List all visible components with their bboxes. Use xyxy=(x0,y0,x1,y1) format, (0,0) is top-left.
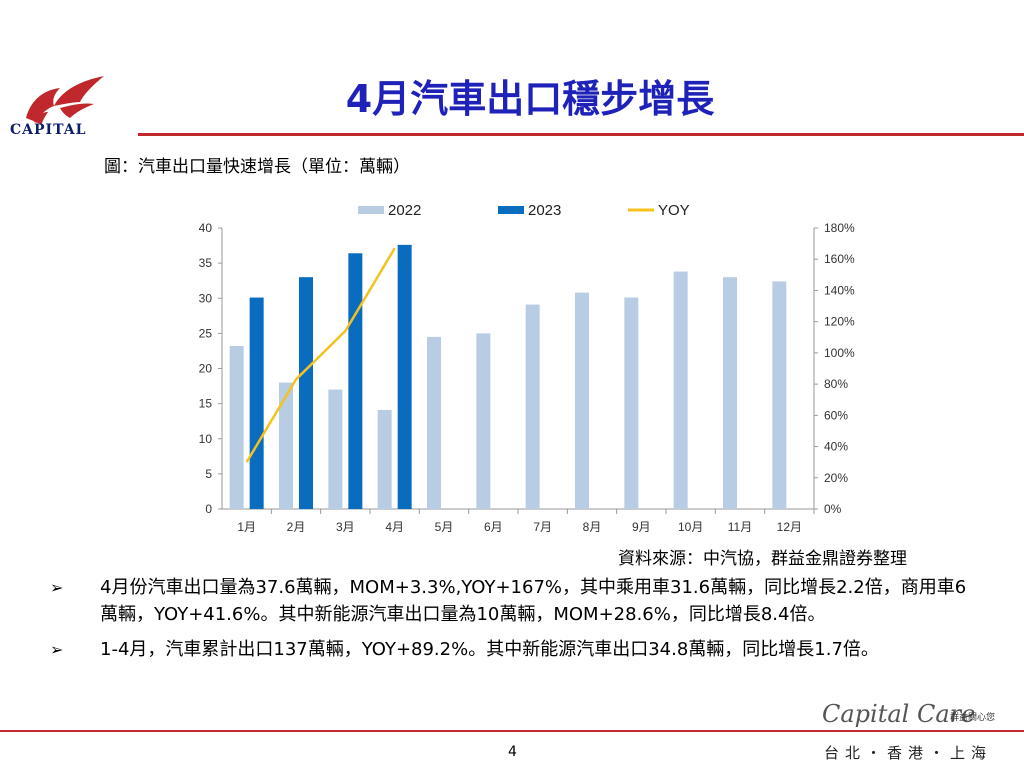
y2-tick-label: 0% xyxy=(824,502,842,516)
capital-care-script-logo: Capital Care xyxy=(822,700,976,728)
y2-tick-label: 120% xyxy=(824,315,855,329)
brand-tagline: 群益關心您 xyxy=(950,713,996,723)
y-tick-label: 15 xyxy=(199,397,213,411)
line-YOY xyxy=(245,247,396,463)
bar-2022 xyxy=(377,409,392,509)
y2-tick-label: 180% xyxy=(824,221,855,235)
x-tick-label: 4月 xyxy=(385,520,404,534)
y2-tick-label: 140% xyxy=(824,283,855,297)
export-volume-chart: 0 5 10 15 20 25 30 35 40 0% 20% 40% 60% 80% 100% 120% 14… xyxy=(199,202,855,534)
bar-2022 xyxy=(279,382,293,509)
y2-tick-label: 60% xyxy=(824,408,848,422)
y-tick-label: 30 xyxy=(199,291,213,305)
y-tick-label: 0 xyxy=(205,502,212,516)
legend-label: YOY xyxy=(658,202,690,219)
bar-2023 xyxy=(348,253,363,509)
title-divider xyxy=(138,133,1024,136)
bar-2022 xyxy=(772,281,787,509)
logo-wordmark: CAPITAL xyxy=(10,122,87,138)
bullet-text: 1-4月，汽車累計出口137萬輛，YOY+89.2%。其中新能源汽車出口34.8… xyxy=(100,639,879,660)
x-tick-label: 6月 xyxy=(484,520,503,534)
source-note: 資料來源：中汽協，群益金鼎證券整理 xyxy=(618,549,907,569)
arrow-bullet-icon: ➢ xyxy=(50,640,64,659)
legend-label: 2023 xyxy=(528,202,561,219)
y-tick-label: 25 xyxy=(199,326,213,340)
bullet-list: ➢ 4月份汽車出口量為37.6萬輛，MOM+3.3%,YOY+167%，其中乘用… xyxy=(48,574,968,671)
y-tick-label: 40 xyxy=(199,221,213,235)
y2-tick-label: 100% xyxy=(824,346,855,360)
bar-2023 xyxy=(397,244,412,510)
y2-tick-label: 20% xyxy=(824,471,848,485)
office-cities: 台北・香港・上海 xyxy=(824,744,993,762)
bar-2022 xyxy=(525,304,540,509)
x-tick-label: 5月 xyxy=(435,520,454,534)
bar-2023 xyxy=(249,297,264,509)
x-tick-label: 12月 xyxy=(777,520,802,534)
x-tick-label: 3月 xyxy=(336,520,355,534)
bar-2022 xyxy=(673,271,688,509)
bullet-text: 4月份汽車出口量為37.6萬輛，MOM+3.3%,YOY+167%，其中乘用車3… xyxy=(100,577,967,625)
bullet-item: ➢ 1-4月，汽車累計出口137萬輛，YOY+89.2%。其中新能源汽車出口34… xyxy=(48,636,968,663)
y2-tick-label: 40% xyxy=(824,440,848,454)
y-tick-label: 20 xyxy=(199,362,213,376)
bar-2022 xyxy=(328,389,343,509)
x-tick-label: 8月 xyxy=(583,520,602,534)
x-tick-label: 10月 xyxy=(678,520,703,534)
legend-label: 2022 xyxy=(388,202,421,219)
x-tick-label: 2月 xyxy=(287,520,306,534)
capital-care-brand: Capital Care 群益關心您 xyxy=(820,700,1020,730)
page-number: 4 xyxy=(508,744,517,760)
arrow-bullet-icon: ➢ xyxy=(50,578,64,597)
bar-2022 xyxy=(575,292,589,509)
bar-2022 xyxy=(624,297,639,509)
bar-2022 xyxy=(427,336,441,509)
legend-swatch-2022 xyxy=(358,206,384,214)
bar-2022 xyxy=(723,277,737,509)
bullet-item: ➢ 4月份汽車出口量為37.6萬輛，MOM+3.3%,YOY+167%，其中乘用… xyxy=(48,574,968,628)
bar-2022 xyxy=(229,346,244,509)
bar-2022 xyxy=(476,333,491,509)
x-tick-label: 1月 xyxy=(237,520,256,534)
chart-caption: 圖：汽車出口量快速增長（單位：萬輛） xyxy=(104,157,410,177)
y-tick-label: 5 xyxy=(205,467,212,481)
y2-tick-label: 160% xyxy=(824,252,855,266)
y-tick-label: 35 xyxy=(199,256,213,270)
capital-eagle-logo-icon xyxy=(26,76,104,124)
legend-swatch-2023 xyxy=(498,206,524,214)
y2-tick-label: 80% xyxy=(824,377,848,391)
slide-title: 4月汽車出口穩步增長 xyxy=(345,77,715,121)
x-tick-label: 9月 xyxy=(632,520,651,534)
footer-divider xyxy=(0,730,1024,732)
x-tick-label: 11月 xyxy=(728,520,752,534)
y-tick-label: 10 xyxy=(199,432,213,446)
bar-2023 xyxy=(299,277,313,509)
x-tick-label: 7月 xyxy=(533,520,552,534)
